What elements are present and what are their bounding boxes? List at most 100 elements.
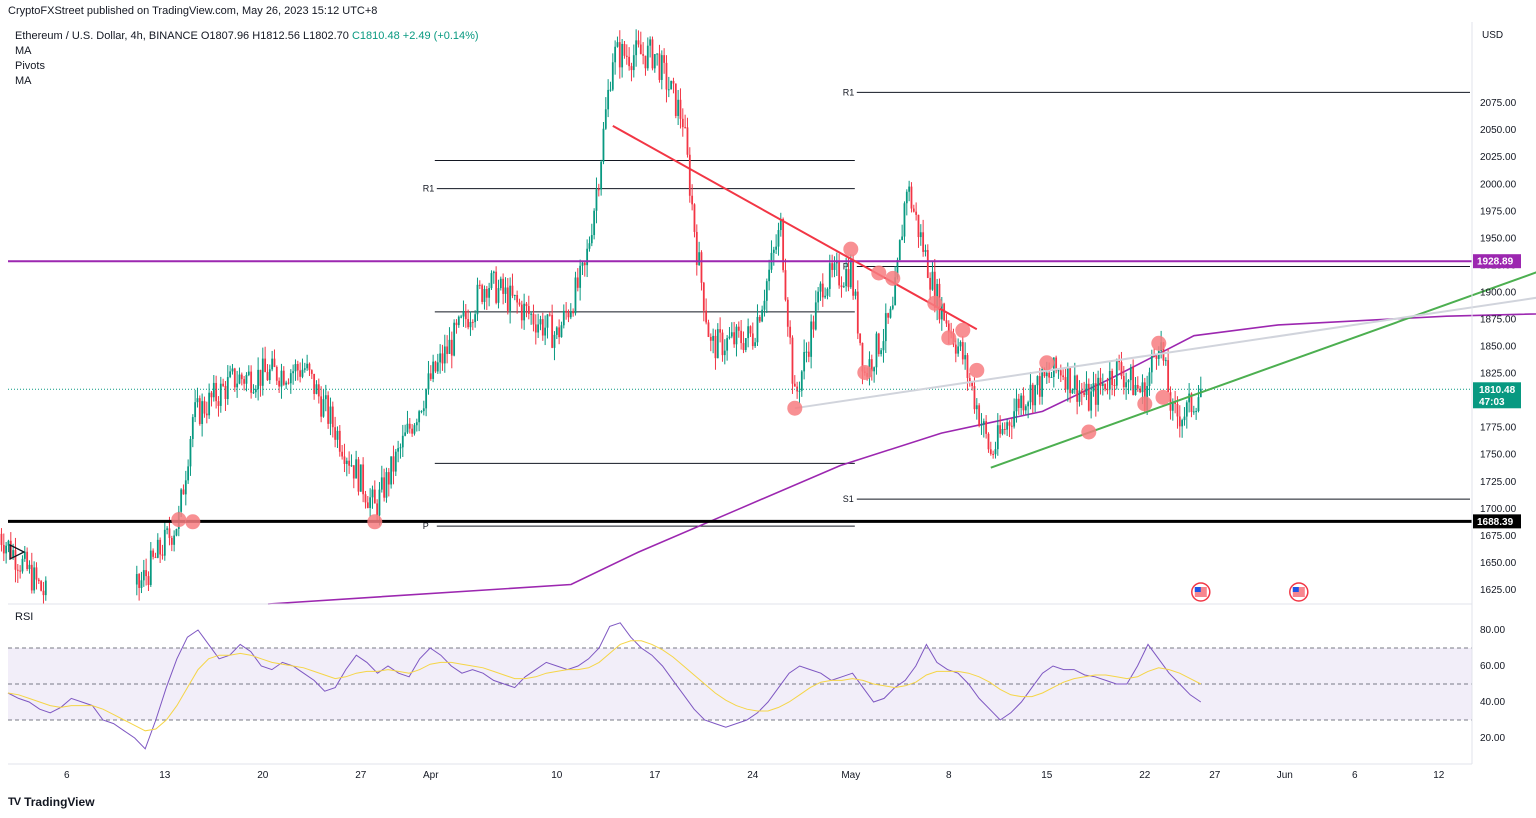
candle-body — [28, 564, 31, 570]
candle-body — [492, 271, 495, 274]
candle-body — [553, 334, 556, 348]
candle-body — [912, 208, 915, 212]
candle-body — [317, 384, 320, 397]
candle-body — [401, 435, 404, 448]
candle-body — [516, 295, 519, 303]
candle-body — [509, 285, 512, 311]
main-pane[interactable]: R1PR1PS1 — [0, 29, 1536, 605]
candle-body — [387, 472, 390, 485]
candle-body — [212, 382, 215, 398]
candle-body — [259, 369, 262, 386]
candle-body — [777, 230, 780, 247]
candle-body — [546, 314, 549, 328]
pivot-label: R1 — [423, 184, 435, 194]
candle-body — [278, 380, 281, 387]
rsi-pane[interactable] — [7, 622, 1472, 750]
candle-body — [1178, 416, 1181, 427]
candle-body — [653, 54, 656, 69]
candle-body — [5, 545, 8, 554]
candle-body — [315, 384, 318, 394]
candle-body — [1190, 393, 1193, 412]
candle-body — [532, 313, 535, 325]
candle-body — [880, 350, 883, 355]
candle-body — [618, 42, 621, 68]
candle-body — [37, 579, 40, 582]
candle-body — [688, 154, 691, 196]
candle-body — [1038, 376, 1041, 397]
candle-body — [1129, 367, 1132, 381]
rsi-title[interactable]: RSI — [15, 611, 34, 623]
candle-body — [854, 291, 857, 296]
indicator-ma-1[interactable]: MA — [15, 45, 32, 57]
candle-body — [721, 332, 724, 356]
candle-body — [341, 451, 344, 457]
candle-body — [1024, 406, 1027, 411]
candle-body — [789, 326, 792, 338]
tradingview-footer: TV TradingView — [8, 795, 95, 809]
candle-body — [467, 319, 470, 328]
candle-body — [140, 580, 143, 588]
candle-body — [709, 336, 712, 341]
candle-body — [7, 540, 10, 546]
indicator-ma-2[interactable]: MA — [15, 75, 32, 87]
candle-body — [345, 460, 348, 464]
candle-body — [196, 398, 199, 403]
us-event-icon[interactable] — [1289, 582, 1309, 602]
candle-body — [567, 312, 570, 318]
candle-body — [644, 55, 647, 69]
candle-body — [744, 338, 747, 351]
candle-body — [1022, 395, 1025, 411]
candle-body — [779, 218, 782, 231]
candle-body — [385, 472, 388, 498]
candle-body — [331, 406, 334, 428]
candle-body — [908, 186, 911, 192]
candle-body — [231, 368, 234, 372]
candle-body — [476, 284, 479, 315]
candle-body — [182, 489, 185, 495]
candle-body — [1036, 376, 1039, 386]
candle-body — [665, 62, 668, 90]
symbol-title[interactable]: Ethereum / U.S. Dollar, 4h, BINANCE — [15, 30, 198, 42]
candle-body — [455, 322, 458, 326]
candle-body — [1001, 428, 1004, 434]
us-event-icon[interactable] — [1191, 582, 1211, 602]
touch-point-marker — [1151, 335, 1167, 351]
candle-body — [870, 359, 873, 372]
candle-body — [835, 262, 838, 264]
candle-body — [282, 370, 285, 385]
candle-body — [798, 390, 801, 392]
candle-body — [803, 352, 806, 372]
candle-body — [919, 232, 922, 238]
candle-body — [217, 401, 220, 406]
candle-body — [922, 232, 925, 252]
candle-body — [1181, 420, 1184, 427]
candle-body — [621, 43, 624, 68]
indicator-pivots[interactable]: Pivots — [15, 60, 45, 72]
candle-body — [138, 574, 141, 588]
candle-body — [600, 161, 603, 190]
candle-body — [527, 306, 530, 314]
candle-body — [807, 351, 810, 357]
candle-body — [873, 367, 876, 372]
candle-body — [201, 401, 204, 424]
candle-body — [586, 248, 589, 266]
candle-body — [497, 288, 500, 303]
candle-body — [824, 295, 827, 298]
candle-body — [380, 477, 383, 490]
candle-body — [761, 309, 764, 322]
candle-body — [2, 544, 5, 554]
candle-body — [250, 371, 253, 393]
pivot-label: R1 — [843, 87, 855, 97]
candle-body — [348, 460, 351, 466]
candle-body — [224, 385, 227, 400]
candle-body — [373, 489, 376, 504]
candle-body — [219, 383, 222, 406]
candle-body — [453, 322, 456, 356]
candle-body — [562, 310, 565, 326]
candle-body — [413, 425, 416, 434]
candle-body — [408, 423, 411, 429]
candle-body — [289, 373, 292, 384]
candle-body — [733, 332, 736, 345]
candle-body — [1073, 375, 1076, 390]
